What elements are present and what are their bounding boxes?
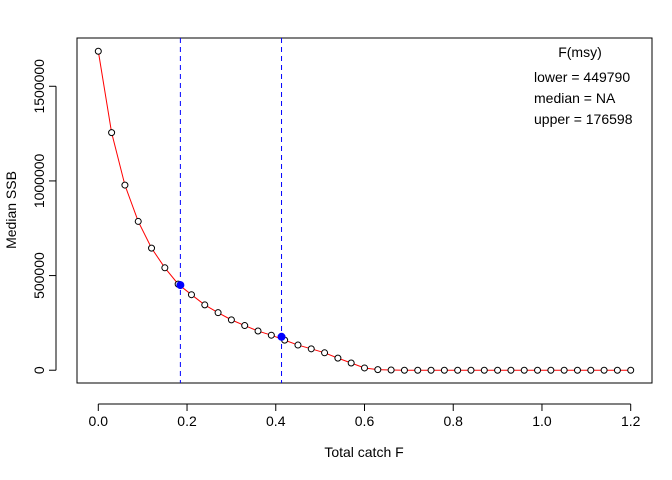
y-tick-label: 1000000	[31, 153, 47, 208]
data-point	[241, 322, 249, 330]
reference-lines	[179, 38, 283, 383]
data-point	[374, 366, 382, 374]
data-point	[613, 366, 621, 374]
plot-box	[76, 37, 653, 384]
data-point	[440, 366, 448, 374]
x-tick-label: 1.2	[621, 413, 641, 429]
legend-upper: upper = 176598	[534, 111, 633, 127]
data-point	[480, 366, 488, 374]
data-point	[94, 47, 102, 55]
data-point	[121, 181, 129, 189]
data-point	[454, 366, 462, 374]
data-point	[267, 331, 275, 339]
y-tick-label: 500000	[31, 252, 47, 299]
data-series	[94, 47, 635, 374]
x-tick-label: 0.6	[355, 413, 375, 429]
fmsy-point	[176, 281, 185, 290]
data-point	[560, 366, 568, 374]
data-point	[108, 129, 116, 137]
data-point	[161, 264, 169, 272]
x-tick-label: 1.0	[532, 413, 552, 429]
y-tick-label: 1500000	[31, 59, 47, 114]
legend-median: median = NA	[534, 90, 616, 106]
data-point	[600, 366, 608, 374]
y-axis-label: Median SSB	[3, 171, 19, 249]
data-point	[400, 366, 408, 374]
data-point	[361, 364, 368, 372]
data-point	[494, 366, 502, 374]
data-point	[347, 359, 355, 367]
data-point	[507, 366, 515, 374]
data-point	[587, 366, 595, 374]
data-point	[187, 291, 195, 299]
x-axis-label: Total catch F	[324, 444, 403, 460]
fmsy-legend: F(msy) lower = 449790 median = NA upper …	[534, 44, 633, 127]
data-point	[414, 366, 422, 374]
y-tick-label: 0	[31, 366, 47, 374]
data-point	[214, 309, 222, 317]
data-point	[334, 354, 342, 362]
y-axis: 0 500000 1000000 1500000	[31, 59, 57, 374]
data-point	[254, 327, 262, 335]
data-point	[134, 217, 142, 225]
data-point	[201, 301, 209, 309]
x-tick-label: 0.2	[177, 413, 197, 429]
data-point	[534, 366, 542, 374]
fmsy-points	[176, 281, 286, 341]
data-point	[294, 341, 302, 349]
legend-lower: lower = 449790	[534, 69, 630, 85]
data-point	[321, 349, 329, 357]
data-point	[427, 366, 435, 374]
data-point	[467, 366, 475, 374]
data-point	[227, 316, 235, 324]
legend-title: F(msy)	[558, 44, 602, 60]
x-tick-label: 0.4	[266, 413, 286, 429]
data-point	[627, 366, 635, 374]
x-axis: 0.0 0.2 0.4 0.6 0.8 1.0 1.2	[89, 403, 641, 429]
fmsy-point	[277, 332, 286, 341]
data-point	[547, 366, 555, 374]
x-tick-label: 0.0	[89, 413, 109, 429]
data-point	[148, 244, 156, 252]
data-point	[520, 366, 528, 374]
data-point	[307, 345, 315, 353]
data-point	[573, 366, 581, 374]
x-tick-label: 0.8	[444, 413, 464, 429]
data-point	[387, 366, 395, 374]
